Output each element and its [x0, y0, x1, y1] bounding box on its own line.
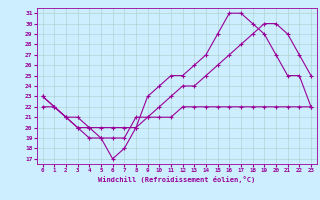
X-axis label: Windchill (Refroidissement éolien,°C): Windchill (Refroidissement éolien,°C): [98, 176, 255, 183]
